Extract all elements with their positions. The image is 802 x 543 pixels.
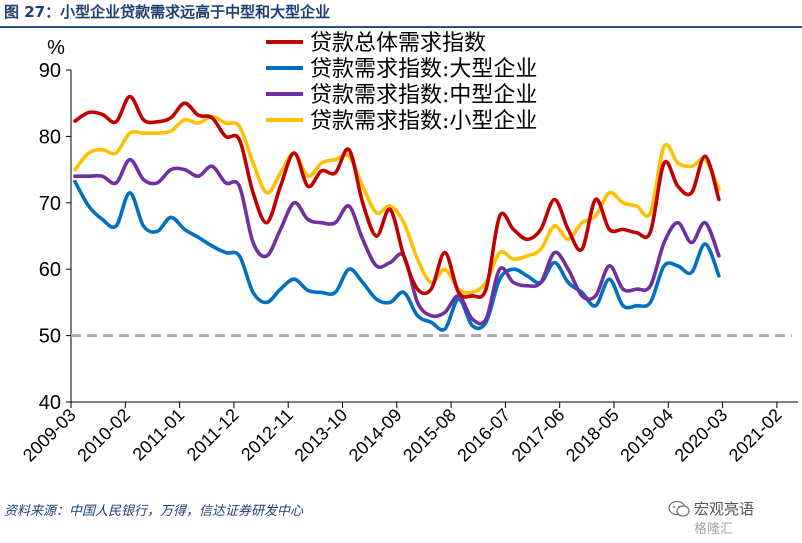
chart-legend: 贷款总体需求指数贷款需求指数:大型企业贷款需求指数:中型企业贷款需求指数:小型企… [266, 31, 537, 134]
x-tick-label: 2020-03 [671, 405, 732, 466]
y-tick-label: 50 [39, 326, 61, 348]
y-tick-label: 40 [39, 392, 61, 414]
watermark-text: 宏观亮语 [694, 500, 755, 518]
legend-label-2: 贷款需求指数:中型企业 [310, 83, 537, 108]
series-line-2 [73, 157, 721, 326]
y-unit-label: % [47, 37, 65, 59]
series-line-1 [73, 179, 721, 332]
legend-label-1: 贷款需求指数:大型企业 [310, 57, 537, 82]
title-divider [0, 26, 802, 28]
watermark: 宏观亮语 格隆汇 [664, 498, 800, 540]
source-note: 资料来源：中国人民银行，万得，信达证券研发中心 [4, 504, 304, 519]
x-tick-label: 2021-02 [725, 405, 786, 466]
legend-label-3: 贷款需求指数:小型企业 [310, 109, 537, 134]
x-tick-label: 2012-11 [237, 405, 297, 465]
x-tick-label: 2010-02 [73, 405, 134, 466]
x-tick-label: 2018-05 [562, 405, 623, 466]
figure-title: 图 27：小型企业贷款需求远高于中型和大型企业 [4, 3, 331, 21]
chart-series-lines [73, 94, 721, 332]
x-tick-label: 2017-06 [508, 405, 569, 466]
watermark-subtext: 格隆汇 [694, 522, 734, 537]
x-tick-label: 2014-09 [345, 405, 406, 466]
x-tick-label: 2015-08 [399, 405, 460, 466]
series-line-3 [73, 114, 721, 295]
y-tick-label: 70 [39, 193, 61, 215]
wechat-icon [668, 500, 690, 517]
x-tick-label: 2019-04 [616, 405, 677, 466]
x-tick-label: 2011-12 [183, 405, 243, 465]
legend-label-0: 贷款总体需求指数 [310, 31, 486, 56]
x-tick-label: 2011-01 [129, 405, 189, 465]
y-tick-label: 60 [39, 259, 61, 281]
y-tick-label: 90 [39, 60, 61, 82]
series-line-0 [73, 94, 721, 299]
y-tick-label: 80 [39, 126, 61, 148]
x-tick-label: 2013-10 [290, 405, 351, 466]
x-tick-label: 2016-07 [453, 405, 514, 466]
